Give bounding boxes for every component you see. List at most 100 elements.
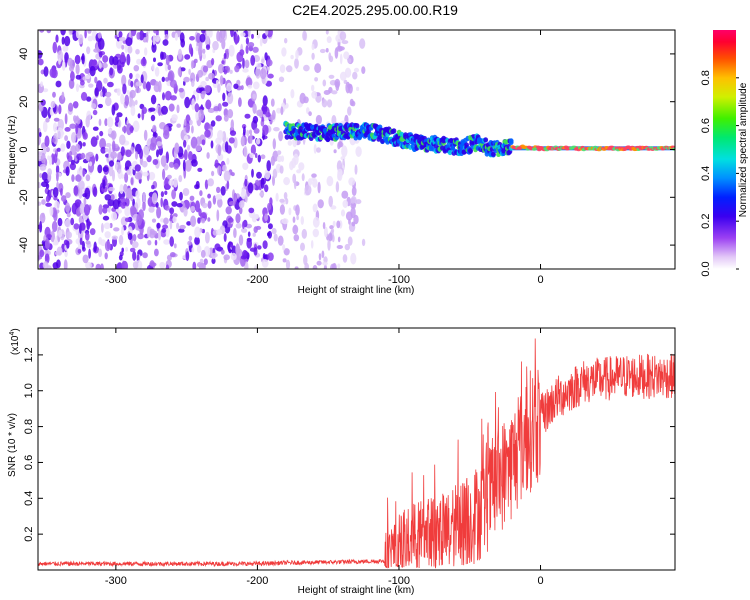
noise-blob xyxy=(279,204,285,215)
noise-blob xyxy=(140,74,144,84)
noise-blob xyxy=(75,123,79,135)
noise-blob xyxy=(195,180,200,189)
noise-blob xyxy=(233,192,238,203)
noise-blob xyxy=(260,154,266,160)
noise-blob xyxy=(97,103,103,109)
noise-blob xyxy=(129,89,136,99)
noise-blob xyxy=(65,202,71,213)
noise-blob xyxy=(148,206,155,213)
noise-blob xyxy=(87,35,94,42)
noise-blob xyxy=(321,99,328,108)
noise-blob xyxy=(151,192,158,205)
chart-title: C2E4.2025.295.00.00.R19 xyxy=(292,2,458,18)
noise-blob xyxy=(56,259,61,269)
noise-blob xyxy=(38,224,42,229)
noise-blob xyxy=(311,173,317,178)
noise-blob xyxy=(79,202,85,215)
noise-blob xyxy=(38,181,41,189)
noise-blob xyxy=(335,81,340,92)
noise-blob xyxy=(73,223,80,230)
noise-blob xyxy=(207,108,215,113)
colorbar-tick-label: 0.0 xyxy=(700,261,712,276)
noise-blob xyxy=(343,51,350,60)
noise-blob xyxy=(61,195,67,202)
noise-blob xyxy=(289,161,294,171)
noise-blob xyxy=(63,259,68,269)
noise-blob xyxy=(151,218,157,223)
noise-blob xyxy=(45,195,50,203)
noise-blob xyxy=(283,248,290,256)
noise-blob xyxy=(132,261,139,269)
noise-blob xyxy=(301,228,307,239)
noise-blob xyxy=(219,75,224,86)
noise-blob xyxy=(185,251,190,262)
snr-series-line xyxy=(38,338,675,569)
noise-blob xyxy=(130,30,137,37)
noise-blob xyxy=(165,54,170,66)
spectrogram-signal xyxy=(283,120,675,158)
noise-blob xyxy=(302,30,307,41)
noise-blob xyxy=(142,146,150,158)
noise-blob xyxy=(142,37,148,43)
noise-blob xyxy=(42,120,48,133)
noise-blob xyxy=(136,213,143,226)
noise-blob xyxy=(119,134,126,146)
signal-point xyxy=(325,136,331,143)
colorbar-ticks: 0.0 0.2 0.4 0.6 0.8 xyxy=(700,70,739,277)
noise-blob xyxy=(85,240,91,245)
noise-blob xyxy=(205,44,211,50)
noise-blob xyxy=(130,105,136,117)
noise-blob xyxy=(132,120,140,133)
noise-blob xyxy=(246,129,250,137)
noise-blob xyxy=(145,81,151,92)
noise-blob xyxy=(266,160,272,172)
noise-blob xyxy=(198,106,205,111)
snr-x-label: Height of straight line (km) xyxy=(298,585,415,596)
noise-blob xyxy=(118,254,123,261)
noise-blob xyxy=(121,174,125,179)
noise-blob xyxy=(127,45,133,54)
noise-blob xyxy=(64,35,71,47)
noise-blob xyxy=(38,151,43,156)
noise-blob xyxy=(129,205,137,215)
noise-blob xyxy=(259,192,265,197)
noise-blob xyxy=(317,181,321,194)
noise-blob xyxy=(124,172,129,183)
noise-blob xyxy=(202,202,208,209)
noise-blob xyxy=(340,209,346,217)
noise-blob xyxy=(108,160,115,167)
noise-blob xyxy=(164,176,171,189)
noise-blob xyxy=(355,199,362,205)
noise-blob xyxy=(247,84,253,89)
noise-blob xyxy=(210,120,216,127)
noise-blob xyxy=(227,217,234,223)
noise-blob xyxy=(84,68,91,74)
noise-blob xyxy=(126,90,130,95)
noise-blob xyxy=(73,185,79,196)
noise-blob xyxy=(326,36,332,44)
noise-blob xyxy=(165,226,170,238)
noise-blob xyxy=(130,177,134,185)
noise-blob xyxy=(178,175,183,183)
noise-blob xyxy=(39,30,45,33)
noise-blob xyxy=(252,232,256,237)
noise-blob xyxy=(199,33,206,43)
noise-blob xyxy=(217,198,223,208)
noise-blob xyxy=(294,266,299,269)
noise-blob xyxy=(121,61,125,68)
noise-blob xyxy=(141,160,148,168)
noise-blob xyxy=(252,46,259,53)
noise-blob xyxy=(201,30,206,34)
noise-blob xyxy=(38,58,44,66)
noise-blob xyxy=(243,145,248,158)
noise-blob xyxy=(171,189,177,200)
noise-blob xyxy=(331,90,338,95)
noise-blob xyxy=(65,192,71,199)
noise-blob xyxy=(117,65,123,74)
noise-blob xyxy=(61,36,65,45)
noise-blob xyxy=(178,87,184,93)
noise-blob xyxy=(117,197,121,205)
noise-blob xyxy=(161,105,168,115)
noise-blob xyxy=(154,239,158,246)
noise-blob xyxy=(100,146,106,154)
